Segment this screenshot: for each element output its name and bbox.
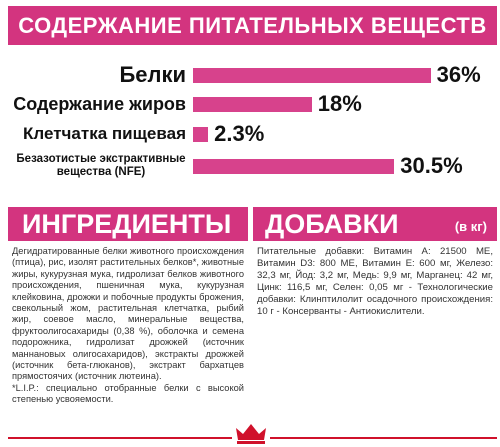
ingredients-footnote: *L.I.P.: специально отобранные белки с в… (12, 382, 244, 405)
bar (193, 96, 312, 112)
value-label: 30.5% (400, 153, 463, 178)
value-label: 18% (317, 91, 362, 116)
bar (193, 67, 431, 83)
additives-banner: ДОБАВКИ (в кг) (253, 207, 497, 241)
value-label: 2.3% (214, 121, 265, 146)
category-label: Белки (119, 62, 186, 87)
category-label: Содержание жиров (13, 94, 186, 114)
bar (193, 158, 395, 174)
chart-title: СОДЕРЖАНИЕ ПИТАТЕЛЬНЫХ ВЕЩЕСТВ (18, 13, 487, 38)
title-banner: СОДЕРЖАНИЕ ПИТАТЕЛЬНЫХ ВЕЩЕСТВ (8, 6, 497, 45)
category-label: Безазотистые экстрактивные вещества (NFE… (16, 153, 186, 178)
bar (193, 126, 209, 142)
additives-title: ДОБАВКИ (265, 209, 399, 239)
crown-base (237, 441, 265, 444)
ingredients-text: Дегидратированные белки животного происх… (12, 246, 244, 406)
crown-logo (236, 424, 266, 440)
additives-text: Питательные добавки: Витамин А: 21500 МЕ… (257, 246, 493, 317)
ingredients-paragraph: Дегидратированные белки животного происх… (12, 246, 244, 382)
ingredients-title: ИНГРЕДИЕНТЫ (22, 209, 232, 239)
footer-logo (8, 424, 497, 444)
additives-unit: (в кг) (454, 219, 487, 234)
value-label: 36% (436, 62, 481, 87)
ingredients-banner: ИНГРЕДИЕНТЫ (8, 207, 248, 241)
category-label: Клетчатка пищевая (23, 124, 186, 143)
